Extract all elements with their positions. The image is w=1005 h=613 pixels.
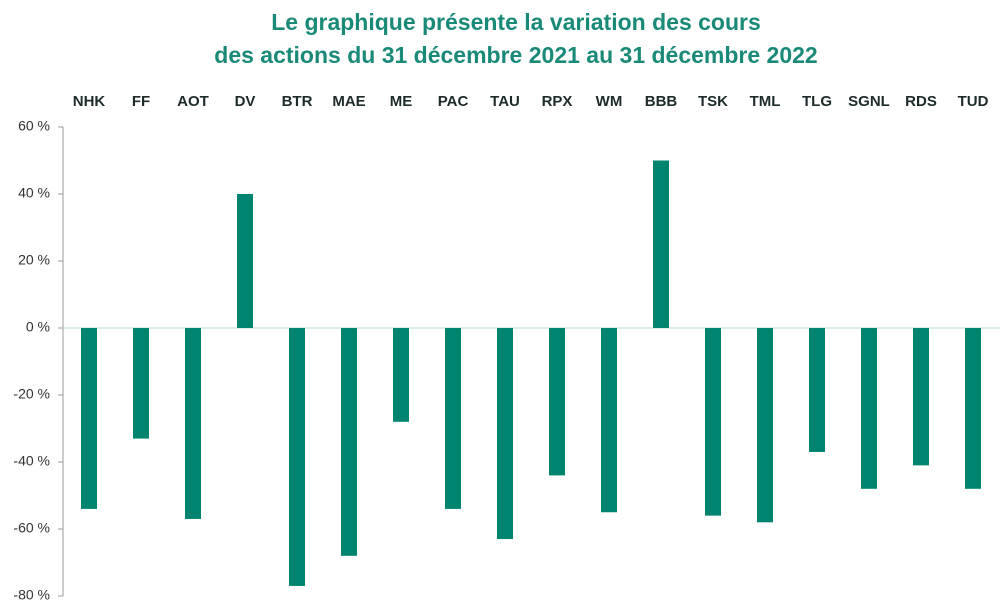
y-tick-label: 60 % <box>18 118 50 134</box>
bar <box>653 160 669 328</box>
x-tick-label: AOT <box>177 93 209 110</box>
x-tick-label: DV <box>235 93 256 110</box>
bar <box>757 328 773 523</box>
y-tick-label: -20 % <box>13 386 50 402</box>
x-tick-label: NHK <box>73 93 106 110</box>
x-tick-label: MAE <box>332 93 365 110</box>
chart-title: des actions du 31 décembre 2021 au 31 dé… <box>214 42 817 68</box>
y-tick-label: 20 % <box>18 252 50 268</box>
x-tick-label: BTR <box>282 93 313 110</box>
y-tick-label: 40 % <box>18 185 50 201</box>
bar <box>185 328 201 519</box>
bar <box>81 328 97 509</box>
y-tick-label: -80 % <box>13 587 50 603</box>
bar <box>549 328 565 476</box>
x-tick-label: FF <box>132 93 150 110</box>
bar <box>705 328 721 516</box>
x-tick-label: WM <box>596 93 623 110</box>
bar <box>289 328 305 586</box>
bar <box>393 328 409 422</box>
x-tick-label: BBB <box>645 93 678 110</box>
x-tick-label: PAC <box>438 93 469 110</box>
x-tick-label: TSK <box>698 93 728 110</box>
bar <box>965 328 981 489</box>
x-tick-label: SGNL <box>848 93 890 110</box>
y-tick-label: -60 % <box>13 520 50 536</box>
x-tick-label: ME <box>390 93 413 110</box>
x-tick-label: TLG <box>802 93 832 110</box>
x-tick-label: TUD <box>958 93 989 110</box>
x-tick-label: RPX <box>542 93 573 110</box>
x-tick-label: TML <box>750 93 781 110</box>
bar <box>237 194 253 328</box>
bar <box>913 328 929 466</box>
bar <box>341 328 357 556</box>
bar <box>133 328 149 439</box>
y-tick-label: -40 % <box>13 453 50 469</box>
bar <box>497 328 513 540</box>
bar <box>809 328 825 452</box>
x-tick-label: RDS <box>905 93 937 110</box>
bar <box>445 328 461 509</box>
bar <box>861 328 877 489</box>
chart-title: Le graphique présente la variation des c… <box>271 9 761 35</box>
bar <box>601 328 617 513</box>
x-tick-label: TAU <box>490 93 520 110</box>
y-tick-label: 0 % <box>26 319 50 335</box>
